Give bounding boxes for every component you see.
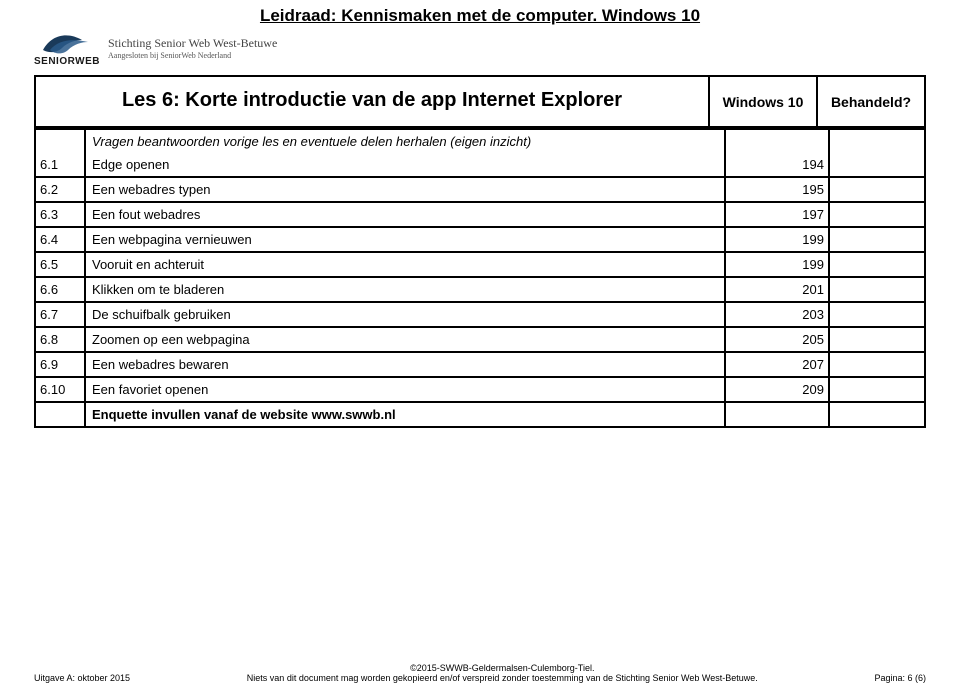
table-row: 6.7De schuifbalk gebruiken203 bbox=[36, 301, 924, 326]
page-footer: Uitgave A: oktober 2015 ©2015-SWWB-Gelde… bbox=[34, 663, 926, 683]
logo-word: SENIORWEB bbox=[34, 56, 100, 67]
footer-right: Pagina: 6 (6) bbox=[874, 673, 926, 683]
row-description: Klikken om te bladeren bbox=[84, 278, 724, 301]
row-description: Een webpagina vernieuwen bbox=[84, 228, 724, 251]
row-description: Zoomen op een webpagina bbox=[84, 328, 724, 351]
table-row: 6.9Een webadres bewaren207 bbox=[36, 351, 924, 376]
footer-copyright: ©2015-SWWB-Geldermalsen-Culemborg-Tiel. bbox=[140, 663, 864, 673]
table-row: 6.10Een favoriet openen209 bbox=[36, 376, 924, 401]
row-description: Een favoriet openen bbox=[84, 378, 724, 401]
row-description: Een webadres typen bbox=[84, 178, 724, 201]
table-row: 6.8Zoomen op een webpagina205 bbox=[36, 326, 924, 351]
row-number: 6.3 bbox=[36, 203, 84, 226]
logo-area: SENIORWEB Stichting Senior Web West-Betu… bbox=[34, 28, 960, 67]
row-description: Vooruit en achteruit bbox=[84, 253, 724, 276]
page-title: Leidraad: Kennismaken met de computer. W… bbox=[0, 0, 960, 26]
footer-center: ©2015-SWWB-Geldermalsen-Culemborg-Tiel. … bbox=[130, 663, 874, 683]
row-number: 6.1 bbox=[36, 153, 84, 176]
row-page: 209 bbox=[724, 378, 828, 401]
row-done-cell bbox=[828, 178, 924, 201]
table-row: 6.5Vooruit en achteruit199 bbox=[36, 251, 924, 276]
table-row: 6.3Een fout webadres197 bbox=[36, 201, 924, 226]
row-done-cell bbox=[828, 253, 924, 276]
table-row: 6.4Een webpagina vernieuwen199 bbox=[36, 226, 924, 251]
row-done-cell bbox=[828, 303, 924, 326]
row-done-cell bbox=[828, 278, 924, 301]
row-description: Edge openen bbox=[84, 153, 724, 176]
row-done-cell bbox=[828, 403, 924, 426]
row-page: 199 bbox=[724, 253, 828, 276]
row-page: 207 bbox=[724, 353, 828, 376]
row-number: 6.8 bbox=[36, 328, 84, 351]
row-page: 197 bbox=[724, 203, 828, 226]
row-done-cell bbox=[828, 328, 924, 351]
row-page: 195 bbox=[724, 178, 828, 201]
row-number: 6.4 bbox=[36, 228, 84, 251]
row-page: 205 bbox=[724, 328, 828, 351]
row-page bbox=[724, 130, 828, 153]
logo-mark: SENIORWEB bbox=[34, 28, 100, 67]
row-number bbox=[36, 403, 84, 426]
os-label: Windows 10 bbox=[708, 77, 816, 126]
row-description: Een webadres bewaren bbox=[84, 353, 724, 376]
table-row: 6.2Een webadres typen195 bbox=[36, 176, 924, 201]
row-done-cell bbox=[828, 228, 924, 251]
org-block: Stichting Senior Web West-Betuwe Aangesl… bbox=[108, 36, 277, 60]
row-page: 199 bbox=[724, 228, 828, 251]
row-number: 6.2 bbox=[36, 178, 84, 201]
lesson-table: Les 6: Korte introductie van de app Inte… bbox=[34, 75, 926, 428]
row-description: Een fout webadres bbox=[84, 203, 724, 226]
done-label: Behandeld? bbox=[816, 77, 924, 126]
row-number: 6.5 bbox=[36, 253, 84, 276]
row-number: 6.10 bbox=[36, 378, 84, 401]
row-done-cell bbox=[828, 130, 924, 153]
row-number: 6.6 bbox=[36, 278, 84, 301]
row-description: Vragen beantwoorden vorige les en eventu… bbox=[84, 130, 724, 153]
row-page bbox=[724, 403, 828, 426]
intro-row: Vragen beantwoorden vorige les en eventu… bbox=[36, 128, 924, 153]
footer-left: Uitgave A: oktober 2015 bbox=[34, 673, 130, 683]
footer-notice: Niets van dit document mag worden gekopi… bbox=[140, 673, 864, 683]
lesson-title: Les 6: Korte introductie van de app Inte… bbox=[36, 77, 708, 126]
org-sub: Aangesloten bij SeniorWeb Nederland bbox=[108, 51, 277, 60]
org-name: Stichting Senior Web West-Betuwe bbox=[108, 36, 277, 51]
row-done-cell bbox=[828, 378, 924, 401]
row-page: 201 bbox=[724, 278, 828, 301]
row-page: 194 bbox=[724, 153, 828, 176]
row-description: Enquette invullen vanaf de website www.s… bbox=[84, 403, 724, 426]
row-done-cell bbox=[828, 203, 924, 226]
row-page: 203 bbox=[724, 303, 828, 326]
enquette-row: Enquette invullen vanaf de website www.s… bbox=[36, 401, 924, 426]
table-row: 6.6Klikken om te bladeren201 bbox=[36, 276, 924, 301]
row-number: 6.7 bbox=[36, 303, 84, 326]
table-row: 6.1Edge openen194 bbox=[36, 153, 924, 176]
row-done-cell bbox=[828, 153, 924, 176]
lesson-header-row: Les 6: Korte introductie van de app Inte… bbox=[36, 77, 924, 128]
row-description: De schuifbalk gebruiken bbox=[84, 303, 724, 326]
row-done-cell bbox=[828, 353, 924, 376]
row-number bbox=[36, 130, 84, 153]
row-number: 6.9 bbox=[36, 353, 84, 376]
bird-icon bbox=[38, 28, 96, 58]
